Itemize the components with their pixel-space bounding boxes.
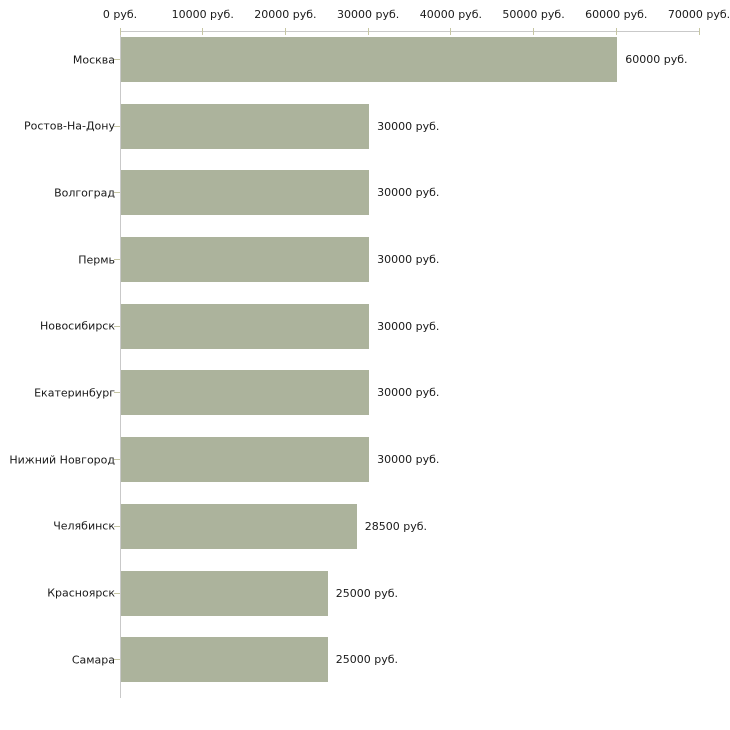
bar-line: 30000 руб. [121,103,700,149]
value-label: 30000 руб. [377,119,440,133]
category-label: Нижний Новгород [9,453,115,467]
x-axis-tick-label: 70000 руб. [667,8,730,21]
plot-region: 0 руб. 10000 руб. 20000 руб. 30000 руб. 4000… [9,8,730,698]
y-axis-line [120,31,121,698]
category-tick [114,459,120,461]
value-label: 30000 руб. [377,386,440,400]
x-axis-tick-label: 60000 руб. [585,8,648,21]
x-axis-tick [284,28,286,35]
bar-row: Екатеринбург 30000 руб. [34,364,700,431]
category-tick [114,659,120,661]
bar-row: Нижний Новгород 30000 руб. [9,431,700,498]
bar-row: Ростов-На-Дону 30000 руб. [24,98,700,165]
category-tick [114,392,120,394]
bar-line: 30000 руб. [121,170,700,216]
bar-row: Пермь 30000 руб. [78,231,700,298]
bar [121,370,370,416]
category-label: Новосибирск [39,319,115,333]
bar [121,303,370,349]
category-label: Самара [71,653,115,667]
bar-line: 25000 руб. [121,570,700,616]
bar [121,170,370,216]
x-axis-tick-label: 20000 руб. [254,8,317,21]
value-label: 30000 руб. [377,253,440,267]
bar [121,103,370,149]
category-label: Челябинск [53,519,115,533]
bar-row: Красноярск 25000 руб. [47,565,700,632]
bar-line: 30000 руб. [121,303,700,349]
x-axis-line [120,31,699,32]
bar-line: 30000 руб. [121,237,700,283]
bar [121,503,357,549]
x-axis-tick-label: 0 руб. [102,8,138,21]
bar-line: 30000 руб. [121,437,700,483]
bar-line: 25000 руб. [121,637,700,683]
bar-row: Москва 60000 руб. [73,31,700,98]
bar-line: 60000 руб. [121,37,700,82]
x-axis-tick-label: 50000 руб. [502,8,565,21]
category-label: Волгоград [54,186,115,200]
x-axis-tick-label: 40000 руб. [419,8,482,21]
value-label: 30000 руб. [377,319,440,333]
value-label: 25000 руб. [335,653,399,667]
x-axis-tick [202,28,204,35]
value-label: 60000 руб. [625,53,688,66]
bar [121,570,328,616]
x-axis-tick [533,28,535,35]
category-tick [114,325,120,327]
category-tick [114,259,120,261]
bar-line: 30000 руб. [121,370,700,416]
category-label: Красноярск [47,586,115,600]
category-tick [114,525,120,527]
category-tick [114,59,120,60]
category-label: Пермь [78,253,115,267]
category-label: Москва [72,53,115,66]
value-label: 28500 руб. [364,519,427,533]
value-label: 30000 руб. [377,453,440,467]
bar [121,237,370,283]
category-tick [114,125,120,127]
bar-row: Самара 25000 руб. [72,631,700,698]
x-axis-tick-label: 10000 руб. [171,8,234,21]
bar-row: Новосибирск 30000 руб. [40,298,700,365]
category-label: Ростов-На-Дону [23,119,115,133]
bar [121,437,370,483]
x-axis-tick [450,28,452,35]
bar [121,37,618,82]
x-axis-tick-label: 30000 руб. [337,8,400,21]
category-tick [114,592,120,594]
x-axis-tick [615,28,617,35]
plot-area: Москва 60000 руб. Ростов-На-Дону 30000 руб.… [9,31,700,698]
bar-row: Волгоград 30000 руб. [54,164,700,231]
x-axis-tick [698,28,700,35]
x-axis-tick [119,28,121,35]
value-label: 30000 руб. [377,186,440,200]
x-axis-tick [367,28,369,35]
bar-row: Челябинск 28500 руб. [53,498,700,565]
category-label: Екатеринбург [34,386,115,400]
value-label: 25000 руб. [335,586,399,600]
bar [121,637,328,683]
bar-line: 28500 руб. [121,503,700,549]
category-tick [114,192,120,194]
